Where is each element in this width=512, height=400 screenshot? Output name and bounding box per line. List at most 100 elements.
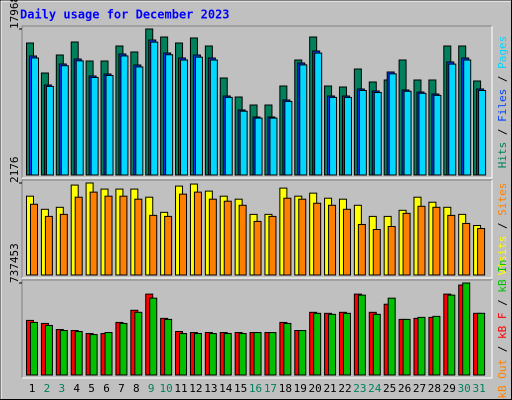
bar xyxy=(254,117,263,176)
bar xyxy=(193,191,202,276)
bar xyxy=(134,311,143,376)
bar xyxy=(342,312,351,376)
bar xyxy=(150,41,159,176)
bar xyxy=(314,52,323,176)
bar xyxy=(180,59,189,176)
bar xyxy=(194,56,203,176)
bar xyxy=(208,333,217,376)
legend-entry: Sites xyxy=(496,183,509,216)
x-tick-label: 10 xyxy=(160,382,173,395)
bar xyxy=(432,206,441,276)
bar xyxy=(223,200,232,276)
bar xyxy=(358,89,367,176)
bar xyxy=(432,315,441,376)
bar xyxy=(208,198,217,276)
x-tick-label: 1 xyxy=(29,382,36,395)
bar xyxy=(104,195,113,276)
bar xyxy=(342,208,351,276)
x-tick-label: 29 xyxy=(443,382,456,395)
legend-entry: kB In xyxy=(496,259,509,292)
bar xyxy=(74,196,83,276)
bar xyxy=(328,313,337,376)
bar xyxy=(90,76,99,176)
x-tick-label: 22 xyxy=(338,382,351,395)
bar xyxy=(269,117,278,176)
bar xyxy=(75,60,84,176)
x-tick-label: 25 xyxy=(383,382,396,395)
x-tick-label: 20 xyxy=(309,382,322,395)
panel-bevel xyxy=(21,279,492,378)
x-tick-label: 11 xyxy=(174,382,187,395)
bar xyxy=(268,215,277,276)
bar xyxy=(462,282,471,376)
bar xyxy=(134,198,143,276)
panel-bevel xyxy=(21,179,492,278)
bar xyxy=(135,66,144,176)
x-tick-label: 2 xyxy=(44,382,51,395)
x-tick-label: 21 xyxy=(323,382,336,395)
bar xyxy=(119,195,128,276)
bar xyxy=(447,294,456,376)
bar xyxy=(45,85,54,176)
bar xyxy=(387,226,396,276)
bar xyxy=(209,59,218,176)
bar xyxy=(298,330,307,376)
bar xyxy=(59,330,68,376)
x-tick-label: 15 xyxy=(234,382,247,395)
legend-entry: Visits xyxy=(496,236,509,276)
x-tick-label: 17 xyxy=(264,382,277,395)
bar xyxy=(44,324,53,376)
bar xyxy=(104,332,113,376)
x-tick-label: 14 xyxy=(219,382,233,395)
x-tick-label: 19 xyxy=(294,382,307,395)
bar xyxy=(477,228,486,276)
legend-separator: / xyxy=(496,293,509,313)
bar xyxy=(372,313,381,376)
legend-entry: kB F xyxy=(496,312,509,339)
legend: Hits / Files / Pages xyxy=(496,36,509,169)
x-tick-label: 18 xyxy=(279,382,292,395)
x-tick-label: 27 xyxy=(413,382,426,395)
x-tick-label: 26 xyxy=(398,382,411,395)
bar xyxy=(357,223,366,276)
legend-separator: / xyxy=(496,216,509,236)
bar xyxy=(463,59,472,176)
bar xyxy=(433,94,442,176)
bar xyxy=(149,297,158,376)
bar xyxy=(44,215,53,276)
x-tick-label: 6 xyxy=(103,382,110,395)
bar xyxy=(223,333,232,376)
bar xyxy=(329,96,338,176)
panel-bevel xyxy=(22,280,493,379)
x-tick-label: 9 xyxy=(148,382,155,395)
bar xyxy=(402,212,411,276)
bar xyxy=(387,297,396,376)
bar xyxy=(357,294,366,376)
x-tick-label: 31 xyxy=(472,382,485,395)
bar xyxy=(298,198,307,276)
y-tick-label: 737453 xyxy=(8,243,21,283)
x-tick-label: 8 xyxy=(133,382,140,395)
bar xyxy=(30,321,38,376)
bar xyxy=(372,229,381,276)
bar xyxy=(328,204,337,276)
bar xyxy=(343,96,352,176)
bar xyxy=(403,90,412,176)
bar xyxy=(224,96,233,176)
bar xyxy=(74,331,83,376)
bar xyxy=(283,197,292,276)
x-tick-label: 23 xyxy=(353,382,366,395)
bar xyxy=(418,92,427,176)
bar xyxy=(417,316,426,376)
bar xyxy=(388,73,397,176)
x-tick-label: 13 xyxy=(204,382,217,395)
x-tick-label: 24 xyxy=(368,382,382,395)
legend-separator: / xyxy=(496,122,509,142)
bar xyxy=(89,191,98,276)
legend-separator: / xyxy=(496,69,509,89)
bar xyxy=(268,332,277,376)
bar xyxy=(165,54,174,176)
legend-entry: kB Out xyxy=(496,359,509,399)
